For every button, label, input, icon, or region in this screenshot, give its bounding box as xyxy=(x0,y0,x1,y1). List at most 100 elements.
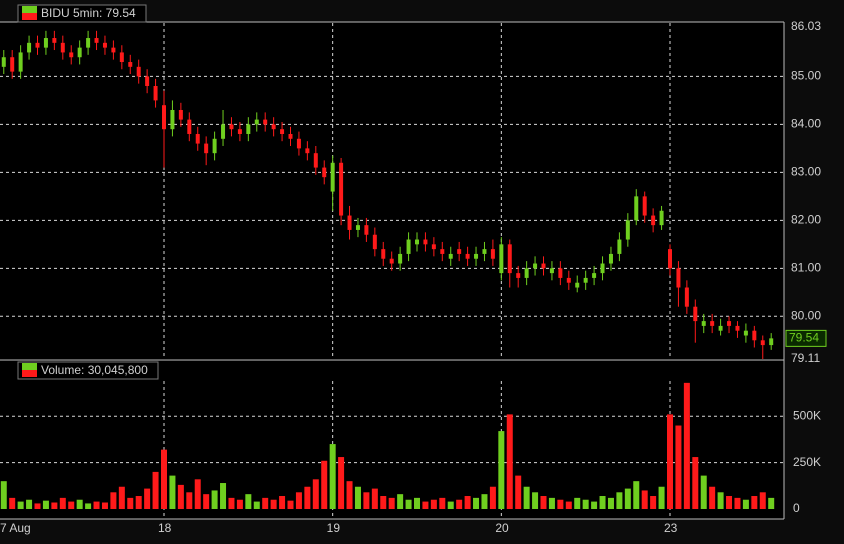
candle-body xyxy=(634,196,639,221)
candle-body xyxy=(448,253,453,259)
volume-bar xyxy=(253,501,260,509)
volume-bar xyxy=(270,499,277,509)
volume-bar xyxy=(397,494,404,509)
volume-bar xyxy=(709,486,716,509)
legend-icon xyxy=(22,6,37,13)
volume-bar xyxy=(430,499,437,509)
candle-body xyxy=(710,321,715,326)
volume-bar xyxy=(633,481,640,509)
volume-bar xyxy=(607,497,614,509)
volume-bar xyxy=(228,497,235,509)
volume-bar xyxy=(574,497,581,509)
legend-icon xyxy=(22,13,37,20)
candle-body xyxy=(69,52,74,58)
candle-body xyxy=(204,143,209,154)
candle-body xyxy=(18,52,23,72)
candle-body xyxy=(178,110,183,120)
volume-bar xyxy=(506,414,513,509)
volume-bar xyxy=(51,502,58,509)
candle-body xyxy=(43,38,48,48)
candle-body xyxy=(524,268,529,278)
volume-bar xyxy=(759,492,766,509)
candle-body xyxy=(153,86,158,101)
candle-body xyxy=(1,57,6,67)
candle-body xyxy=(558,268,563,278)
volume-bar xyxy=(414,497,420,509)
last-price-box xyxy=(785,329,827,347)
candle-body xyxy=(507,244,512,274)
volume-bar xyxy=(59,497,66,509)
volume-bar xyxy=(101,502,108,509)
volume-bar xyxy=(329,444,336,509)
volume-bar xyxy=(161,449,167,509)
candle-body xyxy=(516,273,521,278)
candle-body xyxy=(398,253,403,264)
volume-bar xyxy=(312,479,319,509)
volume-bar xyxy=(17,501,24,509)
candle-body xyxy=(406,239,411,254)
volume-bar xyxy=(177,484,184,509)
volume-bar xyxy=(565,501,572,509)
candle-body xyxy=(642,196,647,216)
candle-body xyxy=(440,249,445,254)
candle-body xyxy=(735,325,740,331)
candle-body xyxy=(541,263,546,269)
volume-bar xyxy=(548,497,555,509)
volume-bar xyxy=(388,497,395,509)
candle-body xyxy=(566,277,571,283)
candle-body xyxy=(271,124,276,130)
volume-bar xyxy=(523,486,530,509)
y-tick-label: 79.11 xyxy=(791,351,820,365)
candle-body xyxy=(474,253,479,259)
candle-body xyxy=(27,42,32,53)
volume-bar xyxy=(380,496,387,509)
candle-body xyxy=(701,321,706,326)
x-tick-label: 23 xyxy=(664,521,678,535)
volume-bar xyxy=(439,497,446,509)
candle-body xyxy=(364,225,369,235)
candle-body xyxy=(592,273,597,278)
volume-bar xyxy=(194,479,201,509)
candle-body xyxy=(769,338,774,346)
candle-body xyxy=(221,124,226,139)
candle-body xyxy=(625,220,630,240)
volume-bar xyxy=(658,486,665,509)
volume-bar xyxy=(85,503,92,509)
volume-bar xyxy=(683,382,690,509)
volume-bar xyxy=(405,499,412,509)
candle-body xyxy=(187,119,192,134)
candle-body xyxy=(296,138,301,149)
volume-bar xyxy=(287,500,294,509)
candle-body xyxy=(136,66,141,77)
volume-bar xyxy=(354,486,361,509)
candle-body xyxy=(305,148,310,154)
volume-bar xyxy=(675,425,682,509)
candle-body xyxy=(381,249,386,259)
volume-bar xyxy=(26,499,33,509)
volume-bar xyxy=(220,483,227,509)
volume-bar xyxy=(371,488,378,509)
candle-body xyxy=(575,282,580,288)
volume-bar xyxy=(76,499,83,509)
volume-bar xyxy=(717,492,724,509)
candle-body xyxy=(111,47,116,53)
candle-body xyxy=(246,124,251,134)
volume-bar xyxy=(540,496,547,509)
y-tick-label: 84.00 xyxy=(791,117,821,131)
candle-body xyxy=(10,57,15,72)
candle-body xyxy=(600,263,605,274)
volume-bar xyxy=(295,492,302,509)
candle-body xyxy=(254,119,259,125)
legend-icon xyxy=(22,363,37,370)
candle-body xyxy=(237,129,242,134)
candle-body xyxy=(288,133,293,139)
volume-bar xyxy=(42,500,49,509)
candle-body xyxy=(355,225,360,230)
volume-bar xyxy=(422,501,429,509)
candle-body xyxy=(718,325,723,331)
volume-bar xyxy=(338,457,345,509)
volume-bar xyxy=(456,499,463,509)
volume-bar xyxy=(700,475,707,509)
candle-body xyxy=(313,153,318,168)
